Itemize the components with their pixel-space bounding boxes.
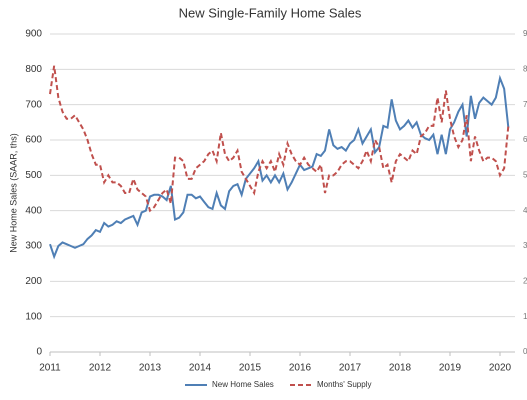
y-tick-label: 400 — [25, 205, 42, 216]
y2-tick-label: 5 — [523, 170, 527, 179]
legend-label: Months' Supply — [317, 380, 371, 389]
y-tick-label: 900 — [25, 29, 42, 40]
y-tick-label: 500 — [25, 170, 42, 181]
x-tick-label: 2017 — [339, 363, 362, 374]
y2-tick-label: 3 — [523, 241, 527, 250]
x-tick-label: 2019 — [439, 363, 462, 374]
x-tick-label: 2011 — [39, 363, 61, 374]
y-tick-label: 600 — [25, 135, 42, 146]
y2-tick-label: 8 — [523, 64, 527, 73]
y-tick-label: 800 — [25, 64, 42, 75]
x-tick-label: 2013 — [139, 363, 162, 374]
x-tick-label: 2016 — [289, 363, 312, 374]
y-tick-label: 300 — [25, 241, 42, 252]
x-tick-label: 2014 — [189, 363, 212, 374]
y2-tick-label: 6 — [523, 135, 527, 144]
legend-label: New Home Sales — [212, 380, 274, 389]
y2-tick-label: 2 — [523, 276, 527, 285]
y-tick-label: 200 — [25, 276, 42, 287]
x-tick-label: 2015 — [239, 363, 262, 374]
y-axis-label: New Home Sales (SAAR, ths) — [8, 133, 18, 253]
y2-tick-label: 4 — [523, 206, 527, 215]
y-tick-label: 0 — [36, 347, 42, 358]
y-tick-label: 700 — [25, 99, 42, 110]
series-line — [49, 74, 510, 260]
y2-tick-label: 0 — [523, 347, 527, 356]
x-tick-label: 2012 — [89, 363, 112, 374]
chart-title: New Single-Family Home Sales — [179, 5, 362, 20]
y-tick-label: 100 — [25, 311, 42, 322]
x-tick-label: 2020 — [489, 363, 512, 374]
series-line — [49, 65, 510, 213]
x-tick-label: 2018 — [389, 363, 412, 374]
y2-tick-label: 1 — [523, 312, 527, 321]
y2-tick-label: 7 — [523, 100, 527, 109]
y2-tick-label: 9 — [523, 29, 527, 38]
